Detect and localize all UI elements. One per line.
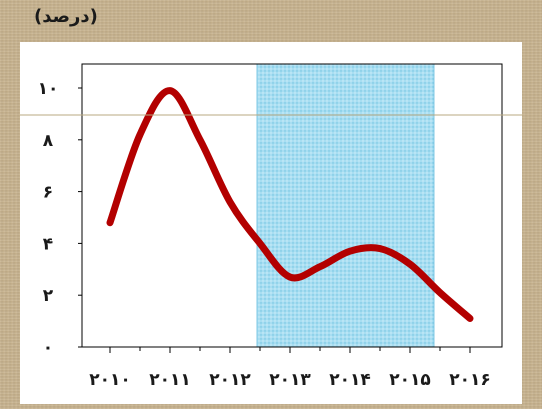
y-unit-label: (درصد) (34, 6, 98, 27)
x-tick-label: ۲۰۱۶ (449, 370, 491, 390)
x-tick-label: ۲۰۱۲ (209, 370, 251, 390)
x-tick-label: ۲۰۱۵ (389, 370, 431, 390)
shaded-period (256, 63, 435, 348)
x-tick-label: ۲۰۱۱ (149, 370, 191, 390)
chart-frame: ۰ ۲ ۴ ۶ ۸ ۱۰ ۲۰۱۰ ۲۰۱۱ ۲۰۱۲ ۲۰۱۳ ۲۰۱۴ ۲۰۱۵ ۲۰۱۶ (20, 42, 522, 404)
y-tick-label: ۰ (43, 338, 53, 358)
y-tick-label: ۲ (43, 286, 54, 306)
plot-area (81, 63, 503, 348)
x-tick-label: ۲۰۱۳ (269, 370, 311, 390)
y-tick-label: ۶ (43, 183, 53, 203)
y-tick-label: ۱۰ (38, 79, 59, 99)
x-tick-label: ۲۰۱۴ (329, 370, 371, 390)
y-tick-label: ۴ (43, 234, 53, 254)
y-tick-label: ۸ (43, 131, 54, 151)
x-tick-label: ۲۰۱۰ (89, 370, 131, 390)
series-line-0 (106, 87, 474, 323)
line-chart: ۰ ۲ ۴ ۶ ۸ ۱۰ ۲۰۱۰ ۲۰۱۱ ۲۰۱۲ ۲۰۱۳ ۲۰۱۴ ۲۰۱۵ ۲۰۱۶ (20, 63, 522, 390)
